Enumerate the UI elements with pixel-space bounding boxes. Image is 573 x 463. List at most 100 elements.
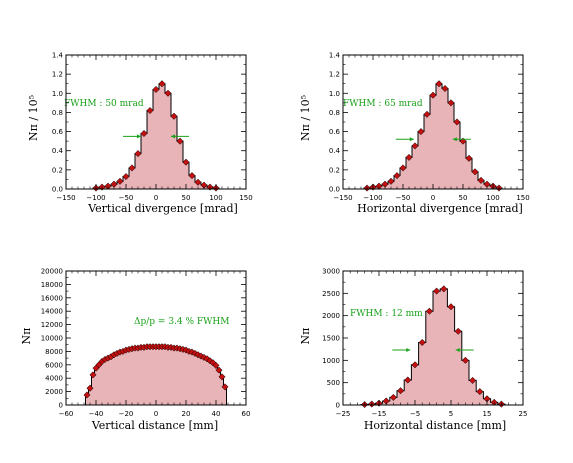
x-axis-label: Vertical distance [mm]: [91, 419, 218, 432]
data-point: [477, 176, 485, 184]
y-tick-label: 2000: [45, 388, 63, 396]
x-tick-label: 25: [519, 410, 528, 418]
y-tick-label: 2000: [322, 312, 340, 320]
x-tick-label: 5: [449, 410, 453, 418]
y-tick-label: 16000: [41, 294, 63, 302]
y-axis-label: Nπ / 10⁵: [299, 95, 312, 141]
x-tick-label: 50: [459, 194, 468, 202]
x-tick-label: −50: [119, 194, 134, 202]
data-point: [461, 356, 469, 364]
y-tick-label: 0.2: [52, 166, 63, 174]
y-tick-label: 1.0: [329, 90, 340, 98]
x-tick-label: 150: [516, 194, 529, 202]
data-point: [122, 173, 130, 181]
panel-horizontal-divergence: FWHM : 65 mrad −150 −100 −50 0 50 100 150 0.0 0.2…: [299, 52, 530, 216]
y-tick-label: 18000: [41, 281, 63, 289]
data-point: [212, 361, 220, 370]
data-point: [447, 99, 455, 107]
data-point: [447, 303, 455, 311]
y-tick-label: 0.4: [52, 147, 64, 155]
data-point: [397, 387, 405, 395]
data-point: [411, 142, 419, 150]
data-point: [423, 110, 431, 118]
fwhm-arrowhead-left: [406, 348, 411, 353]
fwhm-arrowhead-right: [171, 134, 175, 139]
data-point: [433, 287, 441, 295]
y-tick-label: 8000: [45, 348, 63, 356]
x-tick-label: 60: [242, 410, 251, 418]
annotation-text: Δp/p = 3.4 % FWHM: [134, 317, 229, 327]
data-point: [134, 150, 142, 158]
data-point: [152, 85, 160, 94]
y-tick-label: 0: [336, 402, 340, 410]
y-tick-label: 1.4: [52, 52, 64, 60]
data-point: [469, 376, 477, 384]
y-tick-label: 1.2: [52, 71, 63, 79]
x-tick-label: 0: [154, 410, 158, 418]
x-tick-label: −20: [119, 410, 134, 418]
data-point: [425, 307, 433, 315]
x-tick-label: −25: [336, 410, 351, 418]
y-axis-label: Nπ: [299, 328, 312, 345]
data-point: [188, 172, 196, 180]
fwhm-arrowhead-left: [137, 134, 141, 139]
y-tick-label: 0: [59, 402, 63, 410]
data-point: [440, 285, 448, 293]
y-axis-label: Nπ: [20, 328, 33, 345]
y-tick-label: 0.6: [52, 128, 64, 136]
data-point: [490, 398, 498, 406]
data-point: [203, 355, 211, 363]
data-point: [429, 91, 437, 99]
data-point: [453, 118, 461, 126]
y-tick-label: 0.2: [329, 166, 340, 174]
data-point: [116, 177, 124, 185]
data-point: [387, 177, 395, 185]
y-tick-label: 500: [327, 379, 340, 387]
data-point: [417, 128, 425, 136]
x-tick-label: −50: [396, 194, 411, 202]
data-point: [140, 129, 148, 138]
x-tick-label: −15: [372, 410, 387, 418]
y-tick-label: 1500: [322, 335, 340, 343]
x-tick-label: 50: [182, 194, 191, 202]
x-tick-label: −150: [56, 194, 75, 202]
data-point: [158, 80, 166, 88]
data-point: [146, 106, 154, 115]
data-point: [86, 384, 94, 392]
y-tick-label: 2500: [322, 290, 340, 298]
fwhm-arrowhead-right: [452, 137, 457, 142]
y-tick-label: 0.0: [329, 186, 340, 194]
y-tick-label: 20000: [41, 268, 63, 276]
y-tick-label: 0.0: [52, 186, 63, 194]
data-point: [83, 391, 91, 399]
y-axis-label: Nπ / 10⁵: [27, 95, 40, 141]
x-axis-label: Horizontal divergence [mrad]: [357, 202, 523, 215]
data-point: [465, 154, 473, 162]
data-point: [404, 376, 412, 384]
data-point: [418, 338, 426, 347]
data-point: [476, 388, 484, 396]
y-tick-label: 3000: [322, 268, 340, 276]
y-tick-label: 10000: [41, 335, 63, 343]
data-point: [471, 168, 479, 176]
y-tick-label: 14000: [41, 308, 63, 316]
data-point: [194, 178, 202, 186]
x-tick-label: −40: [89, 410, 104, 418]
y-tick-label: 1.2: [329, 71, 340, 79]
data-point: [411, 361, 419, 369]
x-tick-label: −100: [363, 194, 382, 202]
data-point: [393, 172, 401, 180]
x-tick-label: −150: [333, 194, 352, 202]
y-tick-label: 0.8: [52, 109, 63, 117]
x-tick-label: 100: [209, 194, 222, 202]
annotation-text: FWHM : 65 mrad: [343, 99, 423, 109]
fwhm-arrowhead-right: [455, 348, 460, 353]
x-tick-label: 100: [486, 194, 499, 202]
data-point: [441, 84, 449, 93]
y-tick-label: 4000: [45, 375, 63, 383]
x-tick-label: 150: [239, 194, 252, 202]
x-tick-label: 40: [212, 410, 221, 418]
data-point: [206, 357, 214, 365]
data-point: [389, 393, 397, 401]
data-point: [164, 89, 172, 97]
